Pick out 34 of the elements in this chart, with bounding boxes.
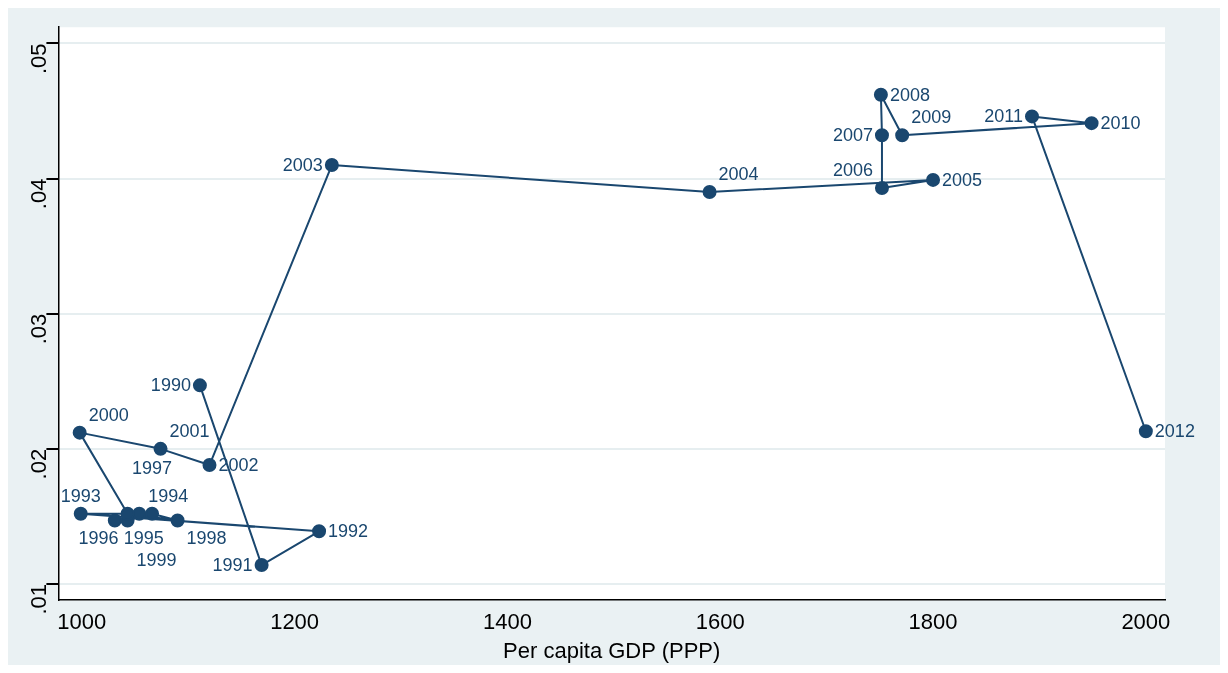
annotation: 2003 (282, 155, 323, 176)
annotation: 1992 (328, 521, 369, 542)
x-tick-label: 2000 (1121, 609, 1171, 635)
annotation: 1999 (136, 549, 177, 570)
annotation: 2001 (169, 420, 210, 441)
annotation: 2004 (718, 164, 759, 185)
y-tick-label: .05 (26, 43, 52, 75)
annotation: 2007 (832, 125, 873, 146)
annotation: 2000 (88, 404, 129, 425)
y-tick-label: .03 (26, 313, 52, 345)
x-tick-label: 1600 (695, 609, 745, 635)
annotation: 2006 (832, 159, 873, 180)
x-tick-label: 1400 (482, 609, 532, 635)
annotation: 2011 (984, 106, 1024, 127)
annotation: 1993 (60, 485, 101, 506)
annotation: 1990 (150, 375, 191, 396)
annotation: 2012 (1154, 421, 1195, 442)
annotation: 1998 (186, 528, 227, 549)
y-tick-label: .01 (26, 583, 52, 615)
annotation: 1997 (132, 457, 173, 478)
y-tick-label: .04 (26, 178, 52, 210)
annotation: 2009 (911, 107, 952, 128)
annotation: 1991 (212, 555, 253, 576)
x-axis-title: Per capita GDP (PPP) (503, 637, 721, 663)
y-tick-label: .02 (26, 448, 52, 480)
x-tick-label: 1800 (908, 609, 958, 635)
x-tick-label: 1000 (57, 609, 107, 635)
annotation: 1994 (148, 485, 189, 506)
annotation: 2005 (942, 169, 983, 190)
annotation: 2008 (889, 84, 930, 105)
annotation: 1996 (78, 528, 119, 549)
x-tick-label: 1200 (270, 609, 320, 635)
annotation: 2010 (1100, 113, 1141, 134)
annotation: 1995 (123, 528, 164, 549)
